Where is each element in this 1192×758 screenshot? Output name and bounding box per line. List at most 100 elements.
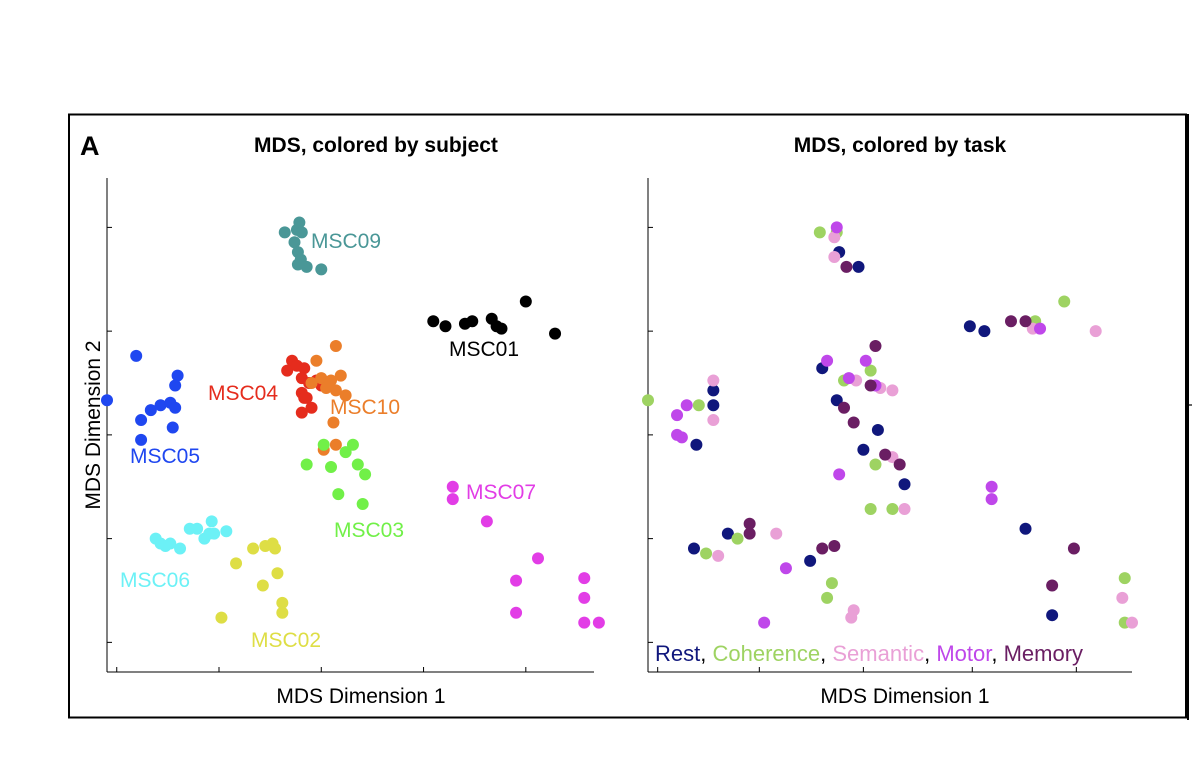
point-msc05 [154,399,167,412]
point-memory [864,379,877,392]
point-msc10 [320,381,333,394]
point-motor [671,409,684,422]
cluster-labels: MSC09 MSC01 MSC04 MSC10 MSC05 MSC07 MSC03 MSC06… [120,230,536,652]
point-msc01 [439,320,452,333]
point-memory [869,339,882,352]
point-semantic [1126,616,1138,629]
legend-rest: Rest [655,641,700,666]
point-msc09 [278,226,291,239]
data-points [642,221,1138,629]
point-rest [857,443,870,456]
point-msc07 [510,606,523,619]
point-memory [847,416,860,429]
point-msc10 [329,438,342,451]
point-msc10 [315,372,328,385]
point-rest [707,399,720,412]
label-msc10: MSC10 [330,396,400,419]
point-memory [1046,579,1059,592]
point-msc06 [205,515,218,528]
point-semantic [712,549,725,562]
point-msc02 [256,579,269,592]
point-coherence [1058,295,1071,308]
point-msc05 [135,414,148,427]
chart-title-subject: MDS, colored by subject [254,134,498,157]
point-msc03 [359,468,372,481]
point-rest [804,554,817,567]
point-msc01 [519,295,532,308]
point-msc02 [269,542,282,555]
plot-area-task [642,178,1138,673]
panel-letter: A [80,131,100,161]
label-msc09: MSC09 [311,230,381,253]
point-motor [985,493,998,506]
point-semantic [828,251,841,264]
label-msc06: MSC06 [120,569,190,592]
point-msc05 [169,379,182,392]
point-msc05 [101,394,113,407]
label-msc03: MSC03 [334,519,404,542]
point-msc01 [549,327,562,340]
point-msc09 [300,260,313,273]
point-msc06 [220,525,233,538]
point-msc10 [327,416,340,429]
point-rest [721,527,734,540]
point-msc07 [578,616,591,629]
point-motor [758,616,771,629]
legend-coherence: Coherence [712,641,820,666]
point-coherence [886,502,899,515]
point-rest [852,260,865,273]
point-msc07 [510,574,523,587]
point-rest [898,478,911,491]
point-memory [838,401,851,414]
point-msc03 [356,498,369,511]
point-semantic [1116,591,1129,604]
point-msc03 [325,460,338,473]
point-semantic [886,384,899,397]
point-motor [833,468,846,481]
point-msc02 [215,611,228,624]
point-semantic [898,502,911,515]
point-memory [816,542,829,555]
point-msc10 [310,354,323,367]
point-msc04 [298,362,311,375]
point-memory [893,458,906,471]
point-msc07 [446,480,459,493]
point-msc05 [130,349,143,362]
point-coherence [692,399,705,412]
point-msc05 [169,401,182,414]
point-motor [842,372,855,385]
point-rest [707,384,720,397]
point-coherence [731,532,744,545]
point-msc01 [466,315,479,328]
legend-sep: , [924,641,936,666]
task-legend: Rest, Coherence, Semantic, Motor, Memory [655,641,1083,666]
tick-marks [107,226,527,672]
point-rest [830,394,843,407]
point-motor [680,399,693,412]
point-memory [828,540,841,553]
point-msc10 [334,369,347,382]
point-msc01 [495,322,508,335]
task-mds-chart: MDS, colored by task Rest, Coherence, Se… [642,134,1138,708]
point-semantic [770,527,783,540]
point-msc01 [427,315,440,328]
point-coherence [821,591,834,604]
point-msc02 [247,542,260,555]
point-msc06 [198,532,211,545]
point-msc09 [293,216,306,229]
point-msc03 [317,438,330,451]
x-axis-label-task: MDS Dimension 1 [820,685,989,708]
point-memory [879,448,892,461]
point-msc06 [191,522,204,535]
point-msc07 [592,616,605,629]
point-msc05 [135,433,148,446]
point-msc04 [305,401,318,414]
legend-motor: Motor [936,641,992,666]
label-msc04: MSC04 [208,382,278,405]
legend-semantic: Semantic [832,641,924,666]
point-msc02 [271,567,284,580]
point-motor [821,354,834,367]
point-msc02 [276,606,289,619]
point-rest [1046,609,1059,622]
point-motor [675,431,688,444]
